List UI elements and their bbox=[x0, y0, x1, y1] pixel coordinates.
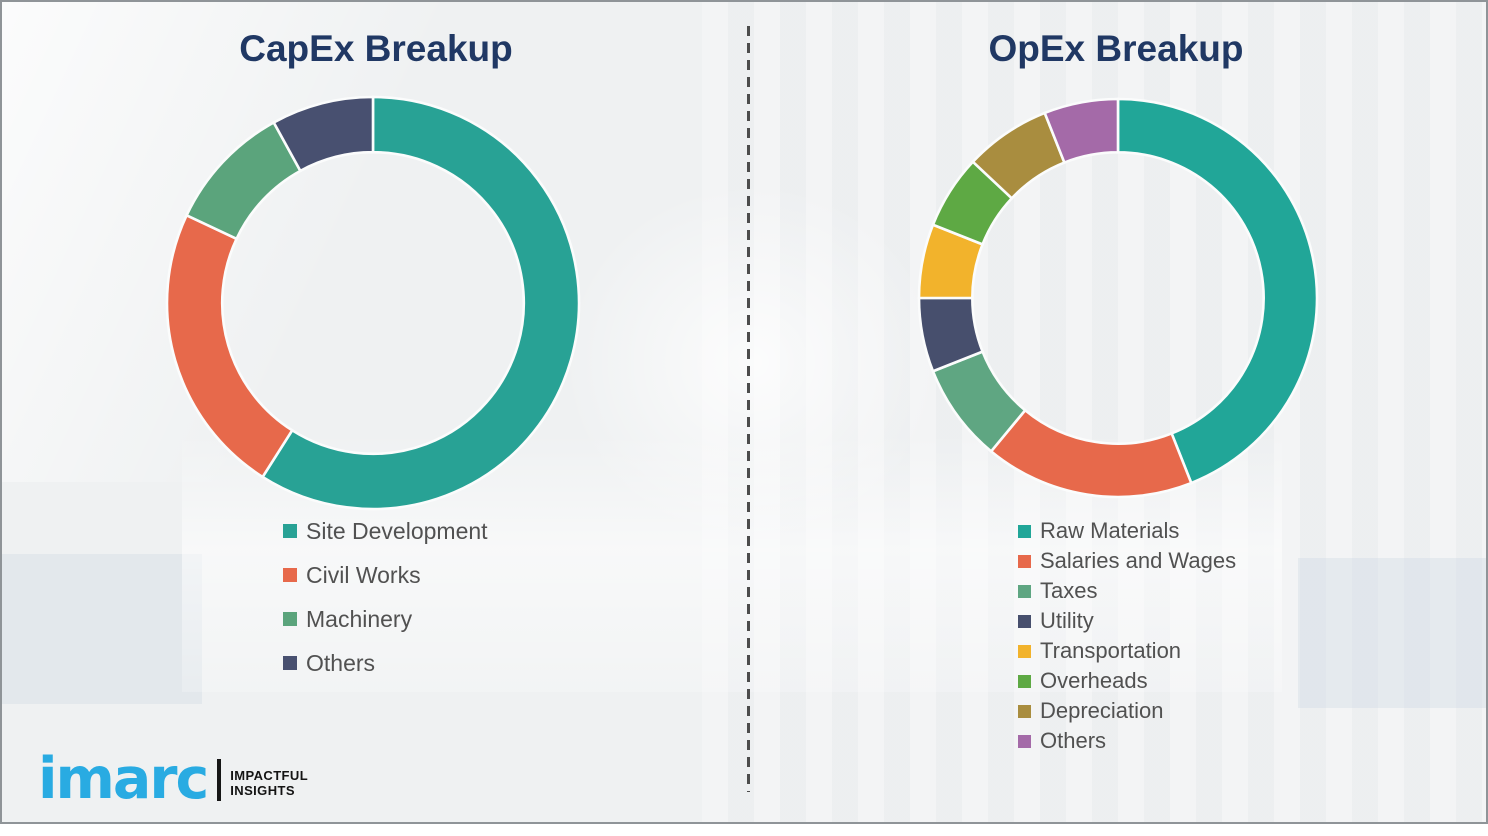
legend-label: Taxes bbox=[1040, 578, 1098, 603]
imarc-logo: imarc IMPACTFUL INSIGHTS bbox=[38, 738, 309, 808]
panel-divider-dashed-line bbox=[747, 26, 750, 792]
legend-swatch-salaries-and-wages bbox=[1018, 554, 1031, 568]
tagline-line-2: INSIGHTS bbox=[230, 783, 295, 799]
legend-swatch-others bbox=[1018, 734, 1031, 748]
legend-swatch-depreciation bbox=[1018, 704, 1031, 718]
donut-segment-site-development bbox=[260, 95, 581, 511]
tagline-line-1: IMPACTFUL bbox=[230, 768, 309, 784]
donut-segment-others bbox=[271, 95, 375, 173]
background-watermark bbox=[562, 182, 942, 542]
legend-label: Others bbox=[1040, 728, 1107, 753]
legend-item-site-development: Site Development bbox=[283, 516, 488, 546]
legend-swatch-utility bbox=[1018, 614, 1031, 628]
legend-item-transportation: Transportation bbox=[1018, 638, 1236, 664]
legend-swatch-site-development bbox=[283, 524, 297, 538]
legend-label: Site Development bbox=[306, 517, 488, 544]
legend-swatch-civil-works bbox=[283, 568, 297, 582]
legend-item-taxes: Taxes bbox=[1018, 578, 1236, 604]
capex-donut-chart bbox=[165, 95, 581, 511]
legend-item-depreciation: Depreciation bbox=[1018, 698, 1236, 724]
legend-item-others: Others bbox=[283, 648, 488, 678]
legend-item-others: Others bbox=[1018, 728, 1236, 754]
donut-segment-civil-works bbox=[165, 213, 294, 479]
legend-label: Overheads bbox=[1040, 668, 1148, 693]
legend-swatch-others bbox=[283, 656, 297, 670]
legend-label: Utility bbox=[1040, 608, 1094, 633]
legend-label: Others bbox=[306, 649, 376, 676]
donut-segment-others bbox=[1043, 97, 1120, 165]
donut-segment-raw-materials bbox=[1116, 97, 1319, 485]
legend-swatch-machinery bbox=[283, 612, 297, 626]
background-watermark bbox=[2, 554, 202, 704]
legend-label: Civil Works bbox=[306, 561, 421, 588]
legend-item-raw-materials: Raw Materials bbox=[1018, 518, 1236, 544]
legend-label: Transportation bbox=[1040, 638, 1182, 663]
logo-divider-bar bbox=[217, 759, 222, 801]
legend-swatch-overheads bbox=[1018, 674, 1031, 688]
legend-label: Salaries and Wages bbox=[1040, 548, 1237, 573]
legend-item-salaries-and-wages: Salaries and Wages bbox=[1018, 548, 1236, 574]
opex-chart-title: OpEx Breakup bbox=[988, 28, 1244, 69]
legend-item-utility: Utility bbox=[1018, 608, 1236, 634]
legend-label: Depreciation bbox=[1040, 698, 1164, 723]
opex-donut-chart bbox=[917, 97, 1319, 499]
capex-legend: Site Development Civil Works Machinery Othe… bbox=[283, 516, 488, 692]
capex-chart-title: CapEx Breakup bbox=[239, 28, 513, 69]
legend-label: Machinery bbox=[306, 605, 413, 632]
legend-label: Raw Materials bbox=[1040, 518, 1180, 543]
donut-segment-salaries-and-wages bbox=[989, 408, 1193, 499]
background-watermark bbox=[1298, 558, 1486, 708]
legend-swatch-raw-materials bbox=[1018, 524, 1031, 538]
legend-swatch-taxes bbox=[1018, 584, 1031, 598]
legend-swatch-transportation bbox=[1018, 644, 1031, 658]
opex-legend: Raw Materials Salaries and Wages Taxes Util… bbox=[1018, 518, 1236, 758]
imarc-logo-wordmark: imarc bbox=[38, 746, 209, 812]
legend-item-machinery: Machinery bbox=[283, 604, 488, 634]
imarc-logo-tagline: IMPACTFUL INSIGHTS bbox=[230, 768, 309, 799]
legend-item-overheads: Overheads bbox=[1018, 668, 1236, 694]
legend-item-civil-works: Civil Works bbox=[283, 560, 488, 590]
